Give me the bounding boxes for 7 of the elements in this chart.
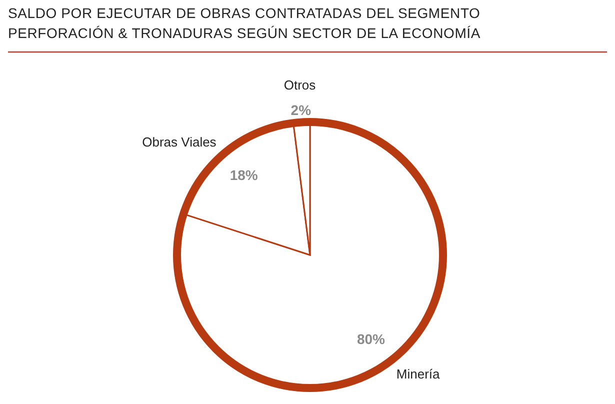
- data-label: 80%: [356, 330, 386, 347]
- data-label: 18%: [230, 166, 258, 183]
- slice-label: Minería: [396, 366, 441, 382]
- slice-label: Otros: [284, 78, 316, 93]
- slice-label: Obras Viales: [142, 134, 217, 150]
- chart-title: SALDO POR EJECUTAR DE OBRAS CONTRATADAS DEL SEGMENTO PERFORACIÓN & TRONADURAS SEGÚN SECTOR DE LA ECONOMÍA: [8, 5, 481, 41]
- data-label: 2%: [290, 102, 312, 118]
